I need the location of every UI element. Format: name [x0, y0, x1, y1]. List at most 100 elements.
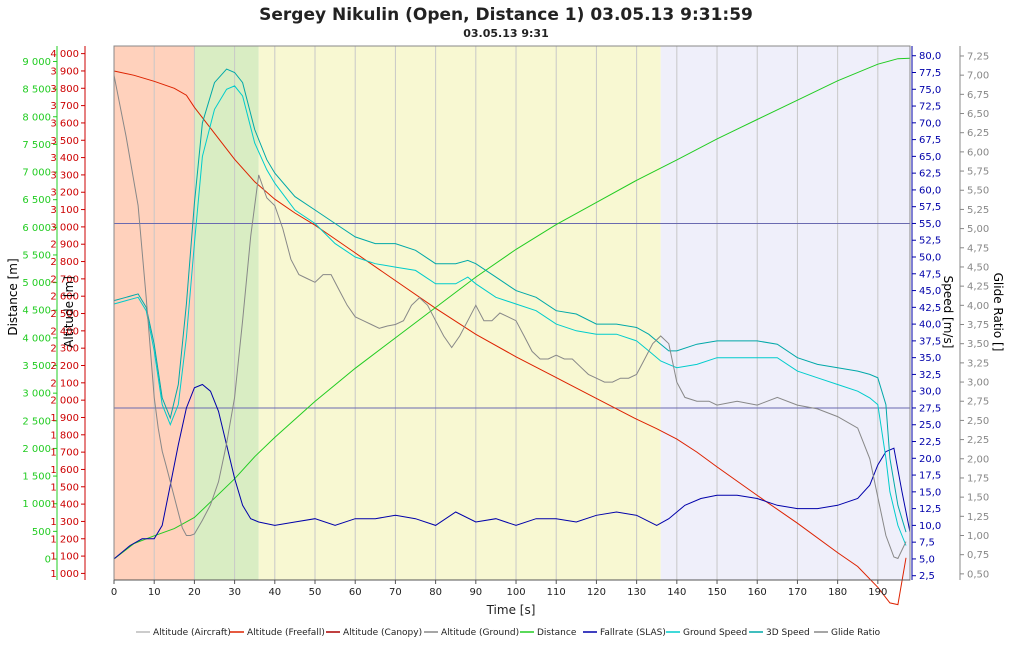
speed-tick-label: 30,0 [919, 387, 941, 398]
altitude-tick-label: 3 800 [50, 84, 79, 95]
altitude-tick-label: 3 000 [50, 222, 79, 233]
speed-tick-label: 22,5 [919, 437, 941, 448]
glide-tick-label: 6,75 [967, 90, 989, 101]
altitude-tick-label: 2 200 [50, 361, 79, 372]
x-tick-label: 140 [667, 587, 686, 598]
glide-tick-label: 3,25 [967, 358, 989, 369]
speed-tick-label: 52,5 [919, 236, 941, 247]
distance-tick-label: 5 500 [22, 250, 51, 261]
legend-label: Fallrate (SLAS) [600, 628, 666, 638]
glide-tick-label: 6,00 [967, 147, 989, 158]
x-tick-label: 110 [547, 587, 566, 598]
glide-tick-label: 4,25 [967, 282, 989, 293]
series-lines [113, 57, 911, 606]
speed-tick-label: 80,0 [919, 51, 941, 62]
altitude-tick-label: 1 900 [50, 413, 79, 424]
distance-tick-label: 6 000 [22, 223, 51, 234]
distance-axis-label: Distance [m] [6, 258, 20, 335]
legend-label: Distance [537, 628, 577, 638]
glide-tick-label: 5,75 [967, 167, 989, 178]
altitude-tick-label: 1 100 [50, 552, 79, 563]
altitude-tick-label: 2 600 [50, 292, 79, 303]
distance-tick-label: 500 [32, 527, 51, 538]
series-fallrate-slas [113, 383, 911, 560]
altitude-tick-label: 2 800 [50, 257, 79, 268]
altitude-tick-label: 3 400 [50, 153, 79, 164]
altitude-tick-label: 3 100 [50, 205, 79, 216]
legend-label: Altitude (Freefall) [247, 628, 325, 638]
glide-tick-label: 2,00 [967, 454, 989, 465]
distance-tick-label: 6 500 [22, 195, 51, 206]
speed-axis-label: Speed [m/s] [941, 276, 955, 349]
glide-tick-label: 6,50 [967, 109, 989, 120]
glide-tick-label: 1,50 [967, 493, 989, 504]
phase-bands [114, 46, 910, 580]
speed-tick-label: 20,0 [919, 454, 941, 465]
chart-subtitle: 03.05.13 9:31 [463, 27, 548, 40]
glide-tick-label: 5,50 [967, 186, 989, 197]
x-tick-label: 70 [389, 587, 402, 598]
legend-label: Altitude (Aircraft) [153, 628, 231, 638]
altitude-tick-label: 3 600 [50, 118, 79, 129]
speed-tick-label: 47,5 [919, 269, 941, 280]
altitude-tick-label: 2 500 [50, 309, 79, 320]
speed-tick-label: 12,5 [919, 504, 941, 515]
speed-tick-label: 45,0 [919, 286, 941, 297]
distance-tick-label: 2 000 [22, 444, 51, 455]
glide-tick-label: 4,75 [967, 243, 989, 254]
glide-tick-label: 5,25 [967, 205, 989, 216]
grid-lines [113, 46, 910, 580]
series-ground-speed [113, 85, 907, 546]
distance-tick-label: 5 000 [22, 278, 51, 289]
speed-tick-label: 40,0 [919, 320, 941, 331]
distance-tick-label: 9 000 [22, 57, 51, 68]
glide-tick-label: 1,00 [967, 531, 989, 542]
distance-tick-label: 7 500 [22, 140, 51, 151]
distance-tick-label: 8 000 [22, 112, 51, 123]
speed-tick-label: 60,0 [919, 185, 941, 196]
altitude-tick-label: 1 200 [50, 534, 79, 545]
glide-axis-label: Glide Ratio [] [991, 273, 1005, 352]
series-3d-speed [113, 68, 907, 533]
legend-label: 3D Speed [766, 628, 810, 638]
speed-tick-label: 17,5 [919, 471, 941, 482]
altitude-tick-label: 2 000 [50, 396, 79, 407]
glide-tick-label: 2,75 [967, 397, 989, 408]
speed-tick-label: 70,0 [919, 118, 941, 129]
glide-tick-label: 7,00 [967, 71, 989, 82]
speed-tick-label: 50,0 [919, 253, 941, 264]
series-altitude-freefall [113, 70, 907, 606]
altitude-tick-label: 1 600 [50, 465, 79, 476]
speed-tick-label: 10,0 [919, 521, 941, 532]
glide-tick-label: 2,50 [967, 416, 989, 427]
x-tick-label: 190 [868, 587, 887, 598]
x-tick-label: 0 [111, 587, 117, 598]
speed-tick-label: 55,0 [919, 219, 941, 230]
speed-tick-label: 67,5 [919, 135, 941, 146]
x-tick-label: 150 [707, 587, 726, 598]
speed-tick-label: 27,5 [919, 403, 941, 414]
altitude-tick-label: 1 000 [50, 569, 79, 580]
glide-tick-label: 3,75 [967, 320, 989, 331]
altitude-tick-label: 2 700 [50, 274, 79, 285]
legend-label: Ground Speed [683, 628, 747, 638]
x-tick-label: 100 [506, 587, 525, 598]
x-tick-label: 170 [788, 587, 807, 598]
altitude-tick-label: 2 100 [50, 378, 79, 389]
x-axis-label: Time [s] [486, 603, 536, 617]
x-tick-label: 50 [309, 587, 322, 598]
speed-tick-label: 77,5 [919, 68, 941, 79]
glide-tick-label: 3,50 [967, 339, 989, 350]
glide-tick-label: 0,75 [967, 550, 989, 561]
legend-label: Glide Ratio [831, 628, 881, 638]
speed-tick-label: 35,0 [919, 353, 941, 364]
distance-tick-label: 3 500 [22, 361, 51, 372]
altitude-tick-label: 1 300 [50, 517, 79, 528]
speed-tick-label: 15,0 [919, 487, 941, 498]
speed-tick-label: 72,5 [919, 102, 941, 113]
speed-tick-label: 42,5 [919, 303, 941, 314]
altitude-tick-label: 1 500 [50, 482, 79, 493]
phase-band [258, 46, 661, 580]
phase-band [194, 46, 259, 580]
